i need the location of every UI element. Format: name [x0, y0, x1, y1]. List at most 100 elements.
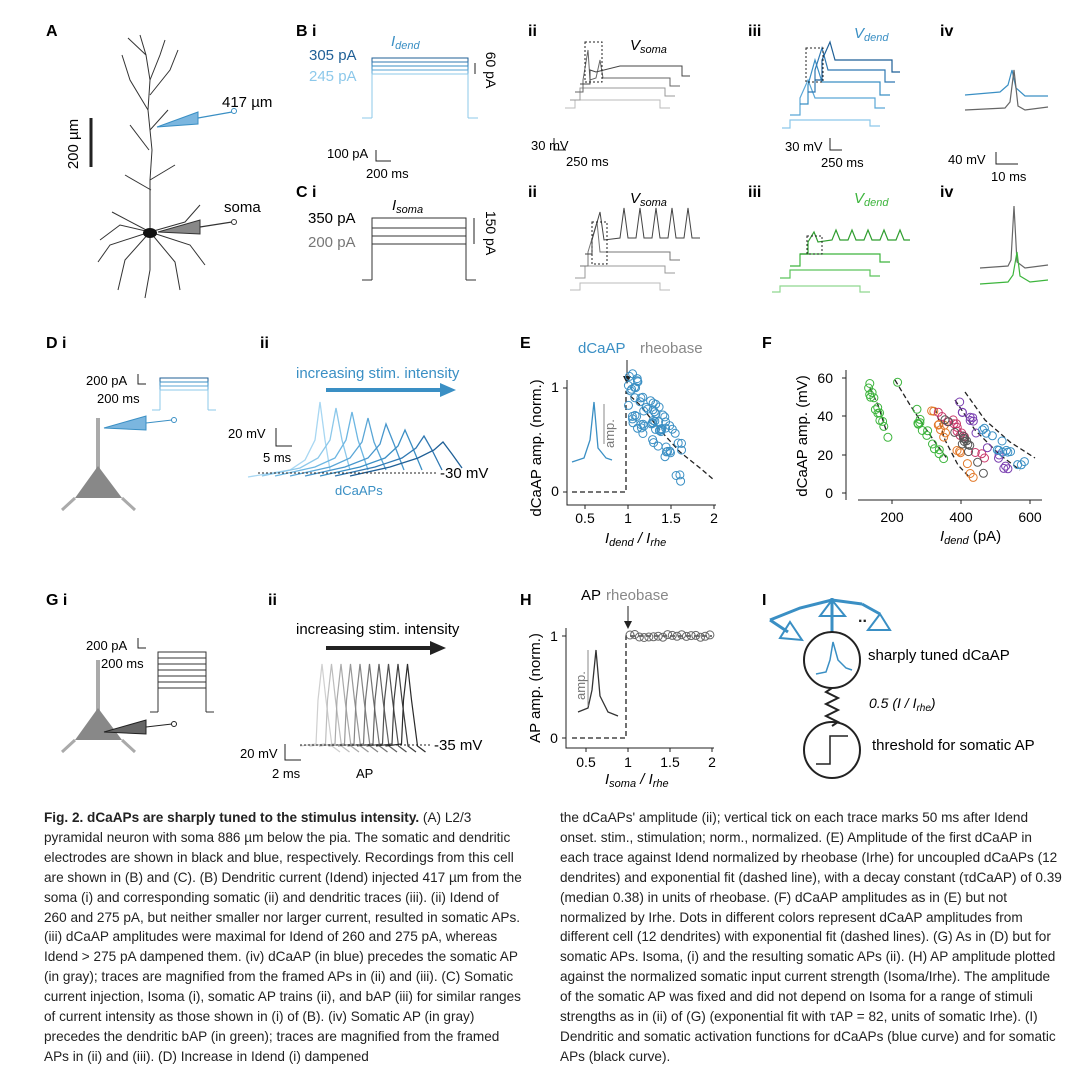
dendritic-traces — [782, 40, 900, 129]
electrode-wire — [199, 221, 233, 228]
dendrite-triangle — [866, 612, 892, 631]
scatter-point — [634, 632, 644, 642]
scatter-point — [952, 446, 962, 455]
scatter-point — [628, 369, 638, 379]
scatter-point — [658, 410, 668, 420]
ap-trace — [328, 663, 369, 753]
current-steps — [152, 377, 216, 411]
scatter-point — [936, 425, 945, 435]
panel-label-f: F — [762, 335, 772, 352]
rheobase-label: rheobase — [640, 340, 703, 357]
scatter-point — [672, 631, 682, 641]
scale-bar — [553, 138, 566, 151]
scatter-point — [962, 459, 972, 469]
scatter-point — [866, 392, 876, 402]
somatic-ap-trace — [964, 69, 1049, 111]
scatter-point — [999, 463, 1009, 473]
scale-label: 250 ms — [566, 154, 609, 169]
ap-trace — [375, 663, 417, 753]
scatter-point — [923, 426, 933, 436]
scatter-point — [941, 428, 950, 438]
x-tick-label: 400 — [949, 509, 973, 525]
y-tick-label: 60 — [817, 370, 833, 386]
scatter-point — [968, 416, 978, 426]
panel-label-gi: G i — [46, 592, 67, 609]
scatter-point — [934, 445, 944, 455]
traces-label: dCaAPs — [335, 483, 383, 498]
scatter-point — [660, 452, 670, 462]
vsoma-label: Vsoma — [630, 37, 667, 56]
scatter-point — [630, 410, 640, 420]
scatter-point — [636, 393, 646, 403]
scatter-point — [929, 444, 939, 454]
scatter-point — [939, 432, 949, 442]
panel-label-civ: iv — [940, 184, 953, 201]
ap-traces — [299, 663, 426, 753]
scatter-point — [644, 632, 654, 642]
panel-label-gii: ii — [268, 592, 277, 609]
scatter-point — [944, 417, 953, 427]
x-axis-label: Idend / Irhe — [605, 530, 666, 549]
frame-box — [584, 41, 603, 83]
y-tick-label: 20 — [817, 447, 833, 463]
scatter-point — [934, 449, 944, 459]
panel-ci: C i Isoma 350 pA 200 pA 150 pA — [296, 184, 499, 281]
current-low: 200 pA — [308, 234, 356, 251]
scatter-point — [929, 406, 939, 416]
dendritic-electrode — [103, 415, 147, 431]
scatter-point — [663, 630, 673, 640]
amp-label: amp. — [602, 419, 617, 448]
y-axis-label: dCaAP amp. (norm.) — [528, 379, 545, 516]
ap-trace — [347, 663, 388, 753]
panel-label-bi: B i — [296, 23, 316, 40]
dcaap-label: dCaAP — [578, 340, 626, 357]
scatter-point — [639, 406, 649, 416]
scale-bar — [137, 638, 146, 649]
x-tick-label: 0.5 — [576, 754, 596, 770]
scatter-point — [952, 419, 961, 429]
scale-label: 200 pA — [86, 373, 128, 388]
axes — [562, 628, 714, 752]
scatter-point — [1016, 460, 1026, 470]
scatter-point — [922, 430, 932, 440]
scatter-point — [965, 469, 975, 478]
panel-gii: ii increasing stim. intensity -35 mV 20 … — [240, 592, 482, 781]
scatter-point — [992, 445, 1002, 455]
scale-bar — [137, 374, 146, 385]
axes — [842, 370, 1042, 504]
data-points — [625, 630, 715, 642]
scale-label: 2 ms — [272, 766, 301, 781]
y-tick-label: 1 — [551, 379, 559, 395]
scatter-point — [934, 419, 944, 429]
panel-bii: ii Vsoma 30 mV 250 ms — [528, 23, 690, 169]
isoma-label: Isoma — [392, 197, 423, 216]
scatter-point — [649, 407, 659, 417]
ap-trace — [337, 663, 379, 753]
scatter-point — [987, 431, 997, 441]
scatter-point — [933, 420, 943, 430]
stim-title: increasing stim. intensity — [296, 621, 460, 638]
scatter-point — [681, 631, 691, 641]
y-tick-label: 0 — [550, 730, 558, 746]
panel-f: F 60 40 20 0 200 400 600 dCaAP amp. (mV)… — [762, 335, 1042, 547]
panel-label-i: I — [762, 592, 766, 609]
x-tick-label: 2 — [708, 754, 716, 770]
data-points — [623, 369, 686, 486]
current-steps — [362, 217, 476, 281]
stim-title: increasing stim. intensity — [296, 365, 460, 382]
panel-i: I .. sharply tuned dCaAP 0.5 (I / Irhe) … — [762, 592, 1035, 779]
electrode-wire — [145, 723, 173, 728]
panel-label-di: D i — [46, 335, 66, 352]
scale-label: 200 pA — [86, 638, 128, 653]
scale-label: 30 mV — [785, 139, 823, 154]
electrode-wire — [145, 419, 173, 424]
scatter-point — [965, 416, 975, 425]
electrode-wire — [197, 111, 233, 119]
panel-a: A 200 µm 417 µm soma — [46, 23, 272, 299]
soma-node-label: threshold for somatic AP — [872, 737, 1035, 754]
scale-bar — [275, 428, 292, 447]
scatter-point — [865, 379, 875, 388]
inset-trace — [571, 401, 613, 463]
scatter-point — [937, 412, 947, 421]
scale-label: 100 pA — [327, 146, 369, 161]
